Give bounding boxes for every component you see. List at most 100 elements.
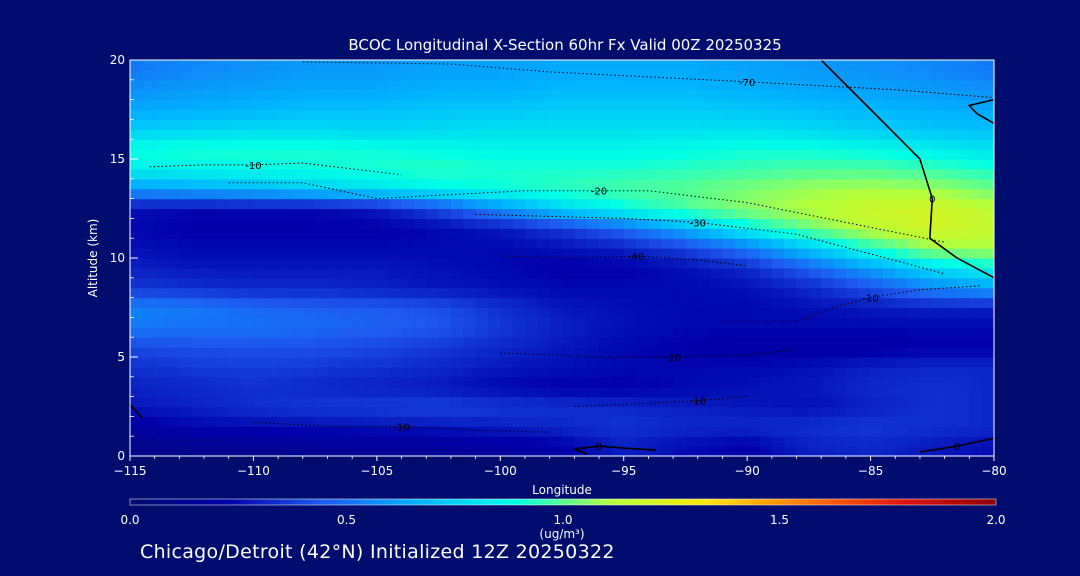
field-cell [870,277,884,289]
field-cell [845,426,859,437]
y-tick-label: 15 [110,152,125,166]
field-cell [216,238,230,249]
field-cell [586,317,600,328]
field-cell [290,129,304,140]
field-cell [524,436,538,447]
field-cell [142,79,156,91]
field-cell [611,376,625,388]
field-cell [660,386,674,398]
field-cell [562,307,575,318]
field-cell [487,89,501,101]
field-cell [932,317,946,328]
field-cell [969,228,983,239]
field-cell [636,69,649,81]
field-cell [228,396,242,408]
field-cell [870,347,884,358]
field-cell [932,347,946,358]
field-cell [290,347,304,358]
field-cell [648,347,662,358]
field-cell [339,376,353,388]
field-cell [339,446,353,456]
field-cell [845,317,859,328]
field-cell [944,198,958,210]
field-cell [562,357,575,368]
field-cell [463,208,477,219]
field-cell [204,347,217,358]
field-cell [142,129,156,140]
field-cell [784,198,798,210]
field-cell [487,376,501,388]
field-cell [413,99,427,111]
field-cell [981,287,994,299]
field-cell [167,159,180,170]
field-cell [179,347,193,358]
field-cell [216,337,230,348]
field-cell [907,287,921,299]
field-cell [833,218,847,229]
field-cell [907,317,921,328]
field-cell [549,188,563,200]
field-cell [228,287,242,299]
field-cell [339,168,353,180]
field-cell [450,258,464,269]
field-cell [907,277,921,289]
field-cell [981,168,994,180]
field-cell [265,277,279,289]
contour-line [574,445,656,455]
field-cell [179,198,193,210]
field-cell [352,109,366,120]
field-cell [253,69,267,81]
field-cell [858,366,872,378]
field-cell [524,386,538,398]
field-cell [537,386,551,398]
field-cell [253,258,267,269]
field-cell [315,188,329,200]
field-cell [130,258,143,269]
field-cell [142,248,156,259]
field-cell [611,357,625,368]
field-cell [784,129,798,140]
field-cell [648,396,662,408]
colorbar-unit-label: (ug/m³) [539,527,584,541]
field-cell [685,248,699,259]
field-cell [858,89,872,101]
field-cell [450,446,464,456]
field-cell [487,436,501,447]
field-cell [932,436,946,447]
field-cell [574,218,588,229]
field-cell [895,366,909,378]
field-cell [500,60,514,71]
field-cell [623,347,637,358]
field-cell [574,327,588,338]
field-cell [339,357,353,368]
field-cell [747,277,761,289]
field-cell [648,149,662,160]
field-cell [882,149,896,160]
field-cell [241,178,255,190]
field-cell [130,446,143,456]
field-cell [808,446,822,456]
field-cell [450,208,464,219]
field-cell [278,386,292,398]
field-cell [228,168,242,180]
field-cell [771,208,785,219]
field-cell [784,258,798,269]
field-cell [130,119,143,130]
field-cell [907,69,921,81]
field-cell [524,317,538,328]
field-cell [660,119,674,130]
field-cell [253,347,267,358]
field-cell [352,386,366,398]
field-cell [574,386,588,398]
field-cell [660,228,674,239]
field-cell [747,119,761,130]
field-cell [784,446,798,456]
field-cell [142,327,156,338]
field-cell [858,277,872,289]
field-cell [919,258,933,269]
field-cell [562,347,575,358]
field-cell [710,60,724,71]
field-cell [401,317,415,328]
field-cell [204,238,217,249]
field-cell [562,267,575,279]
